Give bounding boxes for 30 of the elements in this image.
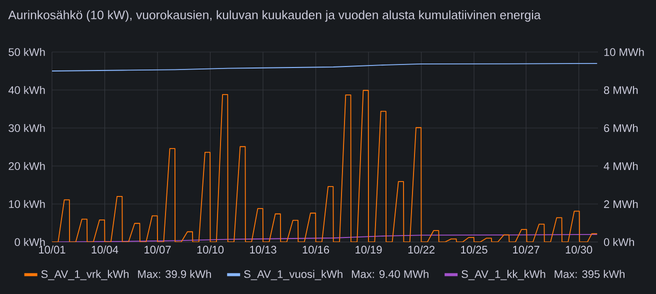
x-tick-label: 10/27 <box>513 246 540 254</box>
text: Max: 395 kWh <box>554 270 624 278</box>
x-tick-label: 10/13 <box>250 246 276 254</box>
x-tick-label: 10/07 <box>144 246 171 254</box>
y-tick-label: 20 kWh <box>8 162 45 170</box>
text: Max: 39.9 kWh <box>138 270 211 278</box>
y2-tick-label: 0 kWh <box>604 238 634 246</box>
text: Max: 9.40 MWh <box>352 270 428 278</box>
x-tick-label: 10/25 <box>461 246 488 254</box>
x-tick-label: 10/19 <box>356 246 382 254</box>
y2-tick-label: 10 MWh <box>604 48 644 56</box>
legend-label: S_AV_1_vrk_kWh <box>41 270 129 280</box>
x-tick-label: 10/22 <box>408 246 434 254</box>
y2-tick-label: 4 MWh <box>604 162 638 170</box>
x-tick-label: 10/10 <box>197 246 224 254</box>
x-tick-label: 10/01 <box>39 246 66 254</box>
y2-tick-label: 6 MWh <box>604 124 638 132</box>
legend-label: S_AV_1_vuosi_kWh <box>244 270 342 280</box>
y2-tick-label: 8 MWh <box>604 86 638 94</box>
x-tick-label: 10/16 <box>302 246 330 254</box>
chart-title: Aurinkosähkö (10 kW), vuorokausien, kuluvan kuukauden ja vuoden alusta kumulatiivinen energia <box>8 10 541 22</box>
y-tick-label: 40 kWh <box>8 86 45 94</box>
y-tick-label: 10 kWh <box>9 200 45 208</box>
y-tick-label: 50 kWh <box>8 48 45 56</box>
y-tick-label: 0 kWh <box>14 238 45 246</box>
y-tick-label: 30 kWh <box>8 124 45 132</box>
legend-label: S_AV_1_kk_kWh <box>462 270 546 280</box>
x-tick-label: 10/30 <box>566 246 592 254</box>
x-tick-label: 10/04 <box>92 246 118 254</box>
y2-tick-label: 2 MWh <box>604 200 638 208</box>
